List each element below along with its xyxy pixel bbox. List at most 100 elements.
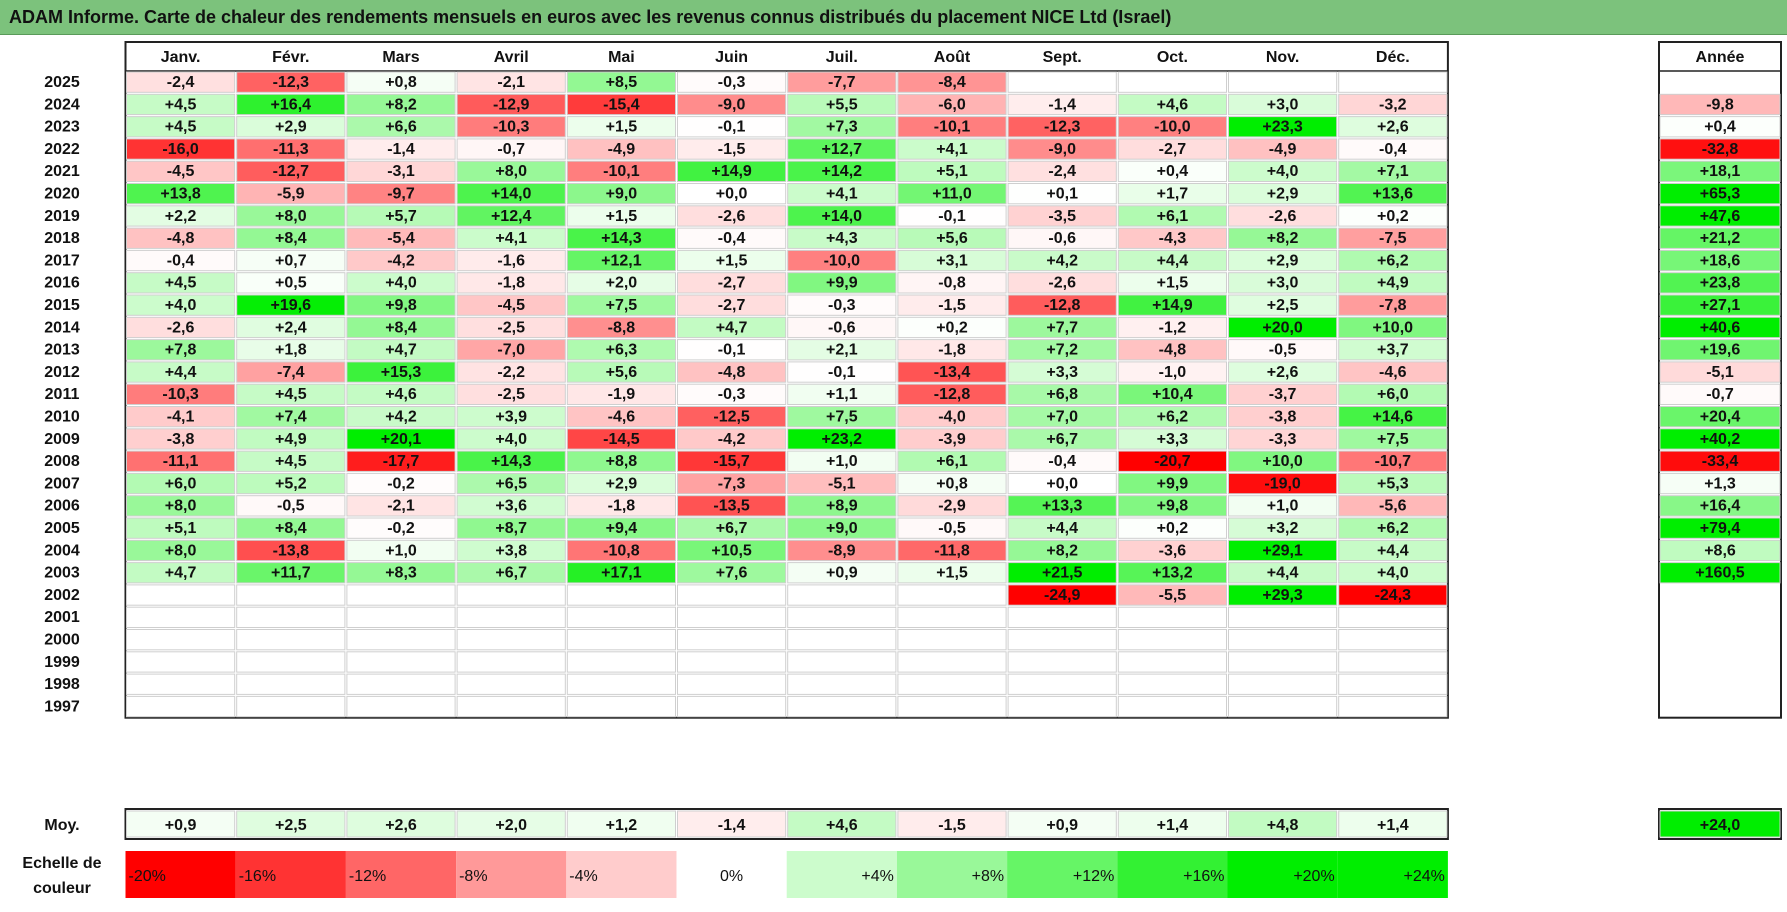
cell-value: +0,9 <box>826 565 858 582</box>
cell-value: -0,4 <box>718 230 746 247</box>
cell-value: +7,8 <box>165 342 197 359</box>
heatmap-cell <box>1228 406 1338 428</box>
heatmap-cell <box>1117 93 1228 116</box>
heatmap-cell <box>1338 606 1448 629</box>
heatmap-cell <box>787 339 897 361</box>
heatmap-cell <box>1117 361 1228 383</box>
cell-value: +4,1 <box>495 230 527 247</box>
year-label: 2015 <box>44 297 80 314</box>
heatmap-cell <box>897 651 1007 673</box>
cell-value: +6,7 <box>495 565 527 582</box>
scale-swatch <box>235 851 346 898</box>
heatmap-cell <box>126 116 236 138</box>
cell-value: +8,7 <box>495 520 527 537</box>
heatmap-cell <box>1007 450 1117 472</box>
cell-value: +1,5 <box>606 208 638 225</box>
cell-value: +8,5 <box>606 74 638 91</box>
cell-value: -4,9 <box>608 141 636 158</box>
cell-value: +1,5 <box>1157 275 1189 292</box>
cell-value: -0,6 <box>1048 230 1076 247</box>
cell-value: +23,3 <box>1262 119 1303 136</box>
heatmap-cell <box>1007 539 1117 562</box>
cell-value: -10,7 <box>1375 453 1412 470</box>
heatmap-cell <box>1007 562 1117 584</box>
cell-value: +0,2 <box>1377 208 1409 225</box>
average-value: +4,6 <box>826 817 858 834</box>
cell-value: +7,2 <box>1046 342 1078 359</box>
cell-value: -12,9 <box>493 96 530 113</box>
cell-value: +0,1 <box>1046 186 1078 203</box>
heatmap-cell <box>897 93 1007 116</box>
heatmap-cell <box>126 606 236 629</box>
cell-value: +3,0 <box>1267 96 1299 113</box>
annual-value: +65,3 <box>1700 186 1741 203</box>
cell-value: +3,6 <box>495 498 527 515</box>
cell-value: -0,5 <box>277 498 305 515</box>
heatmap-cell <box>1007 472 1117 495</box>
annual-cell <box>1659 539 1781 562</box>
heatmap-cell <box>236 138 346 160</box>
cell-value: +1,5 <box>606 119 638 136</box>
heatmap-cell <box>1117 584 1228 606</box>
heatmap-cell <box>897 428 1007 450</box>
cell-value: -19,0 <box>1264 475 1301 492</box>
heatmap-cell <box>1117 316 1228 339</box>
cell-value: +6,6 <box>385 119 417 136</box>
heatmap-cell <box>1228 138 1338 160</box>
annual-value: -33,4 <box>1702 453 1739 470</box>
heatmap-cell <box>346 205 456 227</box>
cell-value: -0,2 <box>387 475 415 492</box>
cell-value: -4,5 <box>167 163 195 180</box>
heatmap-cell <box>897 629 1007 651</box>
cell-value: -8,9 <box>828 542 856 559</box>
heatmap-cell <box>1117 138 1228 160</box>
cell-value: -0,3 <box>718 74 746 91</box>
year-label: 2009 <box>44 431 80 448</box>
cell-value: +13,8 <box>160 186 201 203</box>
heatmap-cell <box>1338 517 1448 539</box>
month-grid-border <box>124 41 1449 719</box>
heatmap-cell <box>236 673 346 695</box>
cell-value: +7,5 <box>1377 431 1409 448</box>
heatmap-cell <box>787 517 897 539</box>
heatmap-cell <box>566 539 676 562</box>
cell-value: -2,6 <box>1269 208 1297 225</box>
cell-value: +4,2 <box>1046 252 1078 269</box>
cell-value: +6,0 <box>1377 386 1409 403</box>
cell-value: -1,4 <box>1048 96 1076 113</box>
cell-value: +4,7 <box>716 319 748 336</box>
heatmap-cell <box>1007 695 1117 718</box>
cell-value: +4,5 <box>165 119 197 136</box>
heatmap-cell <box>677 361 787 383</box>
heatmap-cell <box>126 316 236 339</box>
heatmap-cell <box>897 584 1007 606</box>
cell-value: +10,0 <box>1373 319 1414 336</box>
heatmap-cell <box>897 116 1007 138</box>
cell-value: +4,7 <box>165 565 197 582</box>
annual-value: +20,4 <box>1700 409 1741 426</box>
cell-value: +14,3 <box>491 453 532 470</box>
cell-value: +5,1 <box>165 520 197 537</box>
cell-value: +14,2 <box>822 163 863 180</box>
scale-swatch <box>1227 851 1338 898</box>
heatmap-cell <box>1338 629 1448 651</box>
heatmap-cell <box>677 406 787 428</box>
heatmap-cell <box>126 227 236 249</box>
heatmap-cell <box>1228 294 1338 316</box>
average-cell <box>1338 810 1448 838</box>
heatmap-cell <box>346 116 456 138</box>
cell-value: -1,0 <box>1159 364 1187 381</box>
cell-value: -8,8 <box>608 319 636 336</box>
cell-value: +2,6 <box>1377 119 1409 136</box>
heatmap-cell <box>456 406 566 428</box>
heatmap-cell <box>1007 339 1117 361</box>
heatmap-cell <box>346 294 456 316</box>
heatmap-cell <box>1117 428 1228 450</box>
heatmap-cell <box>1007 272 1117 294</box>
heatmap-cell <box>126 383 236 406</box>
heatmap-cell <box>1117 183 1228 205</box>
heatmap-cell <box>346 517 456 539</box>
cell-value: +20,1 <box>381 431 422 448</box>
year-label: 1998 <box>44 676 80 693</box>
cell-value: +0,4 <box>1157 163 1189 180</box>
